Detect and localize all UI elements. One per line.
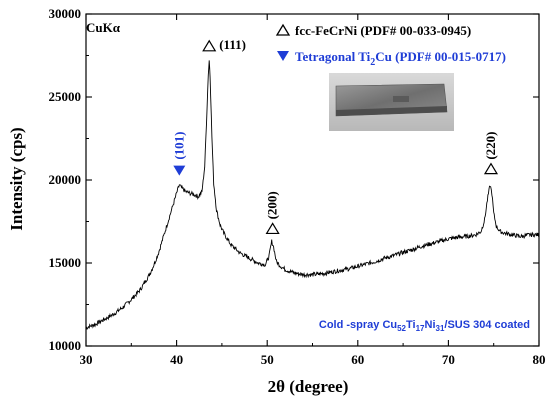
y-axis-ticks: 10000 15000 20000 25000 30000 <box>49 6 539 353</box>
x-tick-label: 60 <box>351 352 364 367</box>
y-tick-label: 10000 <box>49 338 82 353</box>
peak-marker-open <box>483 162 499 175</box>
x-tick-label: 40 <box>170 352 183 367</box>
sample-photo <box>329 73 454 131</box>
peak-marker-filled <box>173 165 186 176</box>
x-axis-label: 2θ (degree) <box>268 377 349 396</box>
legend-open-triangle-icon <box>275 23 291 36</box>
peak-marker-open <box>265 222 280 235</box>
plot-frame <box>85 13 540 347</box>
y-tick-label: 25000 <box>49 89 82 104</box>
plot-area <box>85 60 540 330</box>
x-axis-ticks: 30 40 50 60 70 80 <box>80 14 546 367</box>
legend: fcc-FeCrNi (PDF# 00-033-0945) Tetragonal… <box>275 23 506 68</box>
x-tick-label: 30 <box>80 352 93 367</box>
x-tick-label: 50 <box>261 352 274 367</box>
peak-annotations: (101) (111) (200) (220) <box>171 37 499 235</box>
peak-label: (101) <box>171 131 186 159</box>
peak-label: (111) <box>219 37 246 52</box>
peak-marker-open <box>202 39 217 52</box>
peak-label: (200) <box>265 191 280 219</box>
y-axis-label: Intensity (cps) <box>7 127 26 230</box>
peak-label: (220) <box>483 131 498 159</box>
x-tick-label: 70 <box>442 352 455 367</box>
legend-entry-tetragonal: Tetragonal Ti2Cu (PDF# 00-015-0717) <box>295 49 506 68</box>
y-tick-label: 15000 <box>49 255 82 270</box>
series-line <box>85 60 540 330</box>
radiation-label: CuKα <box>86 20 121 35</box>
y-tick-label: 20000 <box>49 172 82 187</box>
legend-filled-triangle-icon <box>277 51 289 61</box>
y-tick-label: 30000 <box>49 6 82 21</box>
legend-entry-fcc: fcc-FeCrNi (PDF# 00-033-0945) <box>295 23 471 38</box>
x-tick-label: 80 <box>533 352 546 367</box>
sample-caption: Cold -spray Cu52Ti17Ni31/SUS 304 coated <box>319 319 530 333</box>
